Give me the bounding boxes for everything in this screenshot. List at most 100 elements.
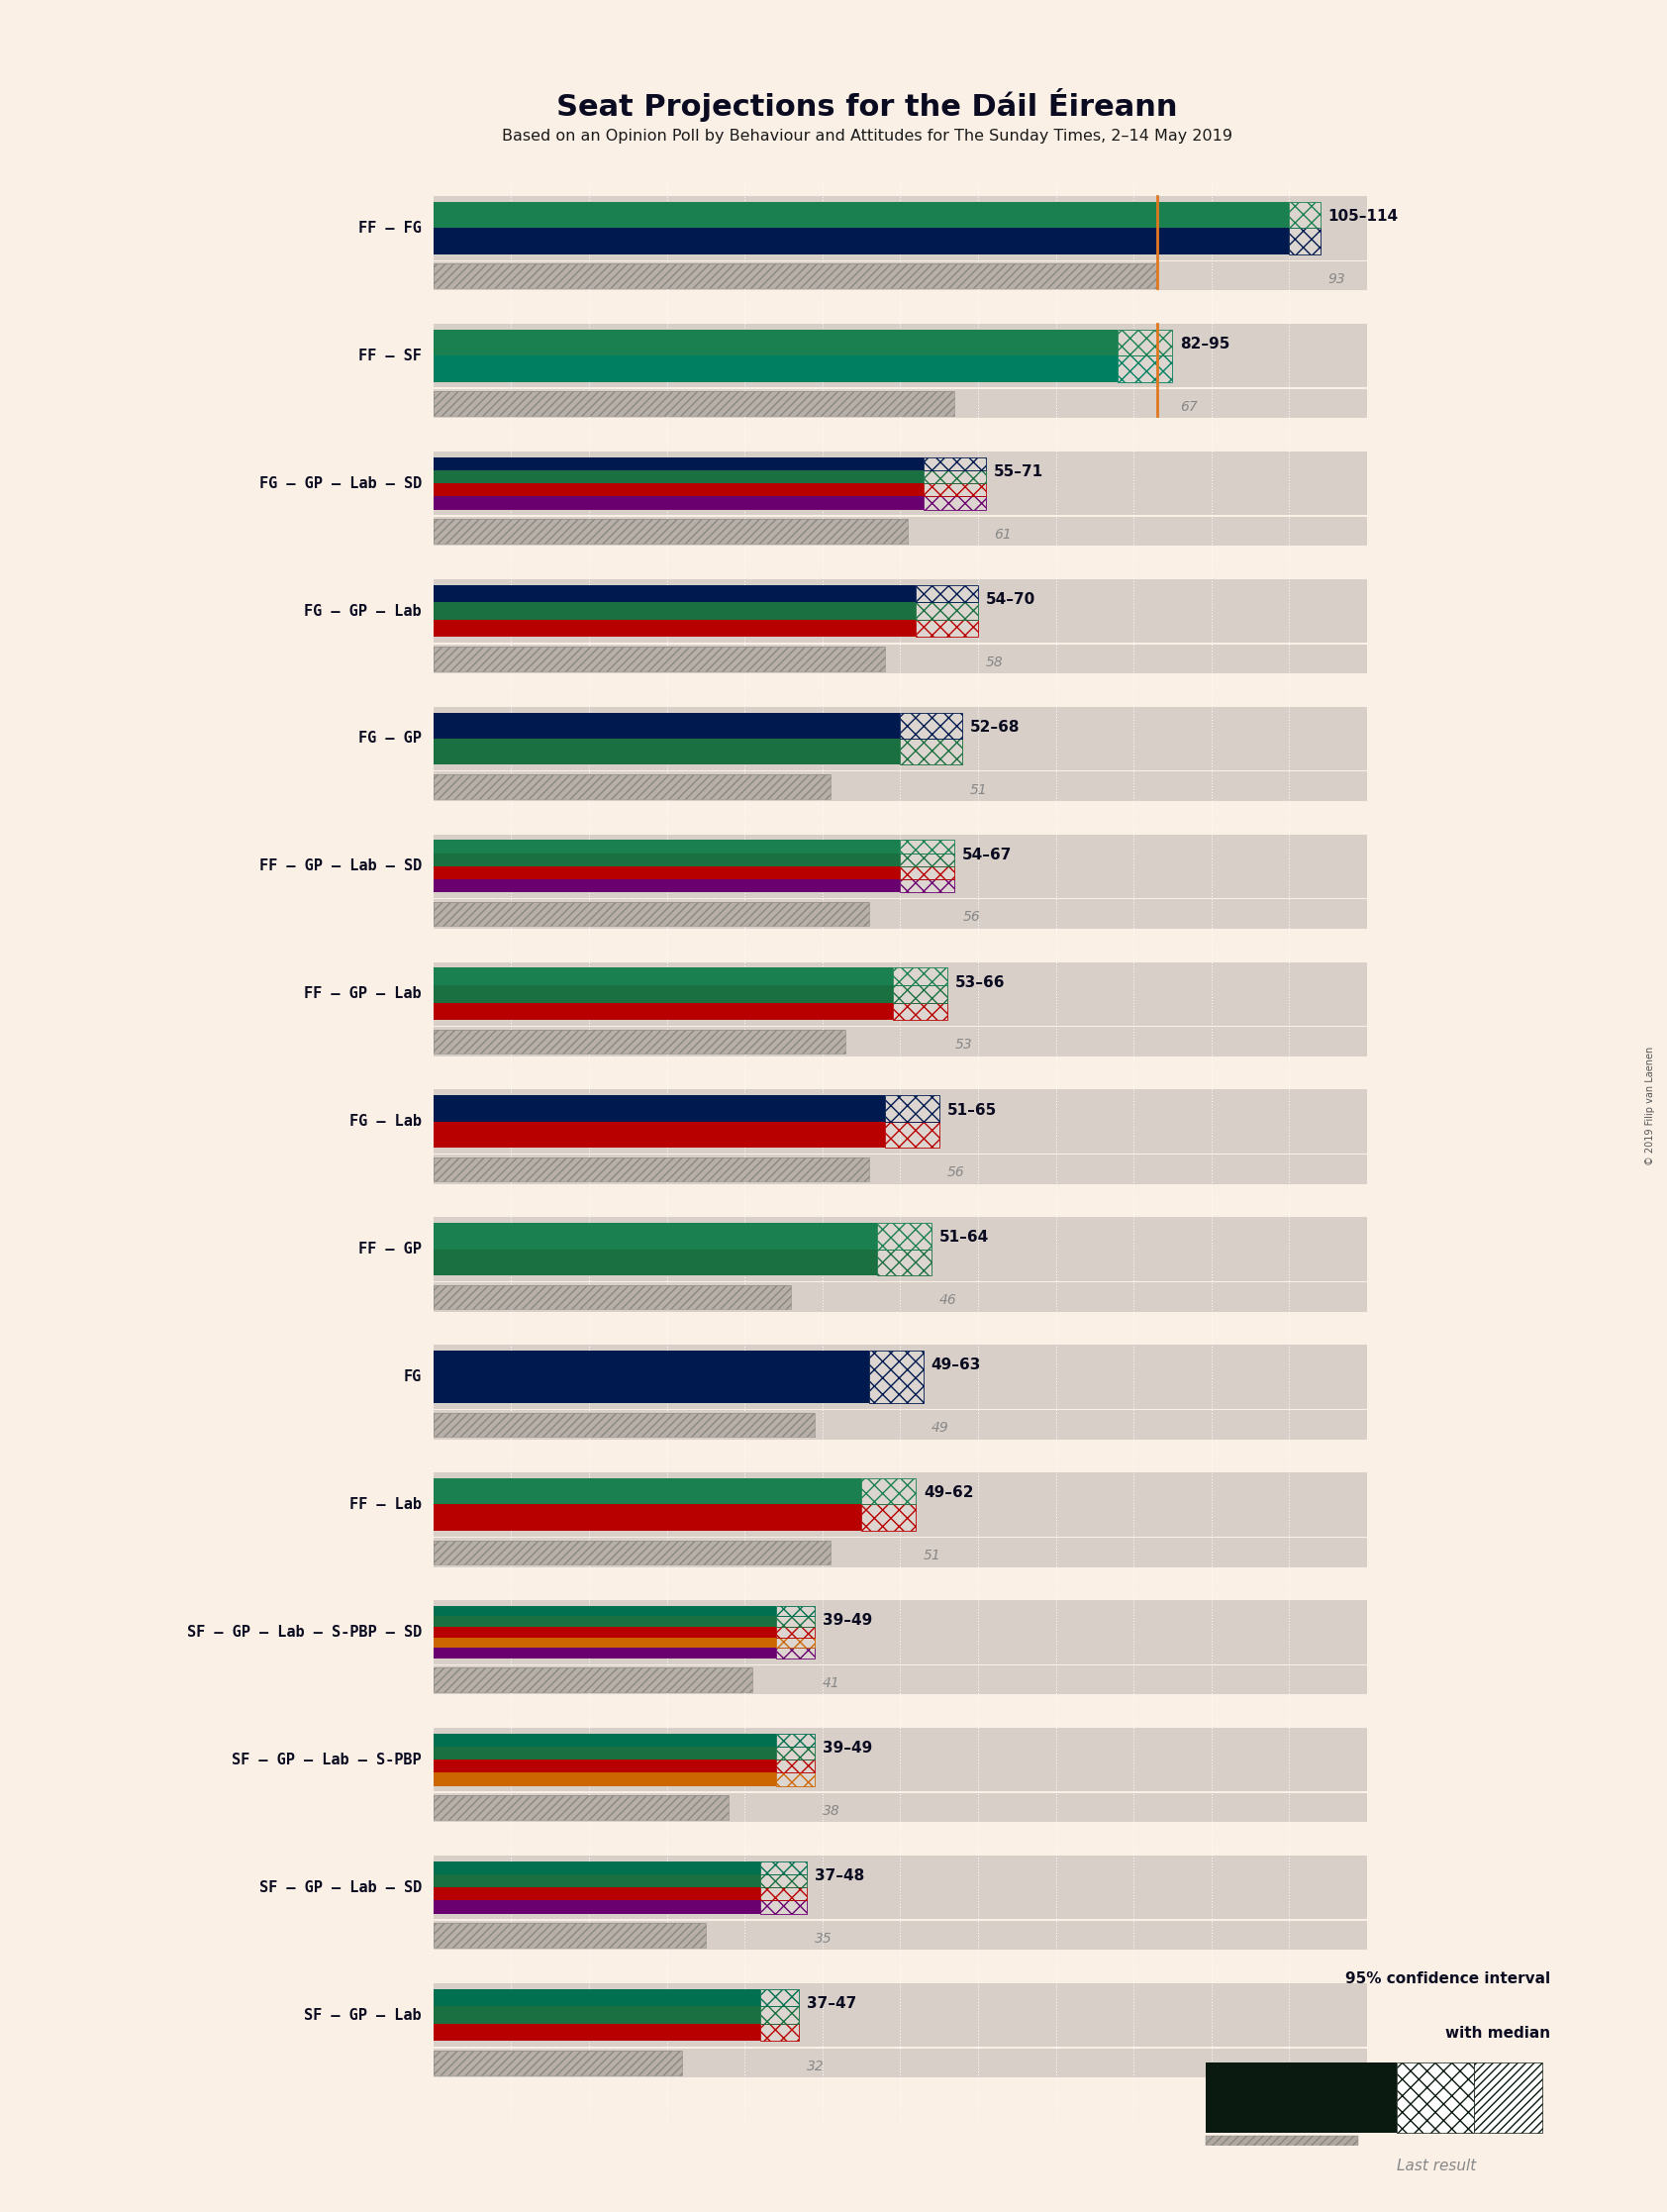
Bar bbox=[433, 1637, 775, 1648]
Bar bbox=[760, 2024, 798, 2042]
Bar bbox=[775, 1637, 815, 1648]
Bar bbox=[433, 646, 885, 670]
Text: 49–62: 49–62 bbox=[924, 1486, 974, 1500]
Text: 52–68: 52–68 bbox=[970, 719, 1020, 734]
Text: 39–49: 39–49 bbox=[822, 1741, 872, 1756]
Bar bbox=[900, 867, 955, 880]
Bar bbox=[433, 1155, 1367, 1183]
Bar bbox=[760, 2006, 798, 2024]
Bar bbox=[433, 2024, 760, 2042]
Bar bbox=[433, 392, 955, 416]
Bar bbox=[433, 984, 892, 1002]
Bar bbox=[433, 1345, 1367, 1409]
Text: 105–114: 105–114 bbox=[1329, 210, 1399, 223]
Bar bbox=[1205, 2062, 1397, 2132]
Bar bbox=[760, 1887, 807, 1900]
Bar bbox=[433, 1728, 1367, 1792]
Bar bbox=[775, 1747, 815, 1761]
Text: 95% confidence interval: 95% confidence interval bbox=[1345, 1971, 1550, 1986]
Bar bbox=[915, 602, 979, 619]
Bar bbox=[433, 967, 892, 984]
Bar bbox=[433, 1540, 830, 1564]
Bar bbox=[433, 1223, 877, 1250]
Text: FF – SF: FF – SF bbox=[358, 347, 422, 363]
Text: FF – Lab: FF – Lab bbox=[350, 1498, 422, 1511]
Bar bbox=[433, 602, 915, 619]
Bar bbox=[433, 520, 909, 544]
Bar bbox=[900, 712, 962, 739]
Bar bbox=[433, 1984, 1367, 2046]
Bar bbox=[915, 619, 979, 637]
Bar bbox=[862, 1478, 915, 1504]
Bar bbox=[433, 867, 900, 880]
Text: FG: FG bbox=[403, 1369, 422, 1385]
Bar bbox=[433, 2051, 682, 2075]
Bar bbox=[775, 1606, 815, 1617]
Text: FF – GP – Lab – SD: FF – GP – Lab – SD bbox=[258, 858, 422, 874]
Text: 38: 38 bbox=[822, 1803, 840, 1818]
Bar bbox=[433, 774, 830, 799]
Bar bbox=[1119, 356, 1172, 383]
Bar bbox=[775, 1761, 815, 1772]
Bar bbox=[433, 712, 900, 739]
Bar bbox=[433, 515, 1367, 546]
Bar bbox=[433, 2051, 682, 2075]
Text: SF – GP – Lab – SD: SF – GP – Lab – SD bbox=[258, 1880, 422, 1896]
Bar bbox=[433, 774, 830, 799]
Bar bbox=[433, 1413, 815, 1438]
Bar bbox=[900, 739, 962, 765]
Bar bbox=[433, 1504, 862, 1531]
Bar bbox=[433, 1409, 1367, 1440]
Bar bbox=[433, 1734, 775, 1747]
Bar bbox=[862, 1478, 915, 1504]
Bar bbox=[433, 841, 900, 854]
Text: Based on an Opinion Poll by Behaviour and Attitudes for The Sunday Times, 2–14 M: Based on an Opinion Poll by Behaviour an… bbox=[502, 128, 1232, 144]
Bar bbox=[433, 1666, 1367, 1694]
Bar bbox=[915, 619, 979, 637]
Bar bbox=[433, 1217, 1367, 1281]
Bar bbox=[1289, 228, 1320, 254]
Text: FG – Lab: FG – Lab bbox=[350, 1115, 422, 1128]
Bar bbox=[900, 880, 955, 891]
Bar bbox=[760, 1900, 807, 1913]
Bar bbox=[433, 1668, 752, 1692]
Bar bbox=[900, 841, 955, 854]
Bar bbox=[775, 1761, 815, 1772]
Text: SF – GP – Lab – S-PBP – SD: SF – GP – Lab – S-PBP – SD bbox=[187, 1624, 422, 1639]
Bar bbox=[433, 1352, 869, 1402]
Bar bbox=[869, 1352, 924, 1402]
Bar bbox=[433, 1095, 885, 1121]
Bar bbox=[433, 1283, 1367, 1312]
Bar bbox=[433, 646, 885, 670]
Bar bbox=[433, 1002, 892, 1020]
Bar bbox=[1289, 201, 1320, 228]
Bar bbox=[775, 1648, 815, 1659]
Bar bbox=[775, 1626, 815, 1637]
Text: 82–95: 82–95 bbox=[1180, 336, 1230, 352]
Text: 54–67: 54–67 bbox=[962, 847, 1012, 863]
Text: 51: 51 bbox=[970, 783, 989, 796]
Text: 53: 53 bbox=[955, 1037, 972, 1053]
Bar bbox=[900, 867, 955, 880]
Bar bbox=[433, 706, 1367, 770]
Bar bbox=[877, 1223, 932, 1250]
Bar bbox=[433, 451, 1367, 515]
Bar bbox=[892, 1002, 947, 1020]
Bar bbox=[433, 1761, 775, 1772]
Bar bbox=[433, 197, 1367, 261]
Bar bbox=[900, 880, 955, 891]
Bar bbox=[1205, 2137, 1359, 2181]
Bar bbox=[433, 323, 1367, 387]
Bar bbox=[433, 1091, 1367, 1152]
Bar bbox=[433, 1285, 792, 1310]
Text: 32: 32 bbox=[807, 2059, 825, 2073]
Bar bbox=[433, 1617, 775, 1626]
Bar bbox=[760, 1860, 807, 1874]
Bar bbox=[924, 458, 985, 471]
Bar bbox=[885, 1095, 939, 1121]
Bar bbox=[433, 580, 1367, 644]
Text: 39–49: 39–49 bbox=[822, 1613, 872, 1628]
Bar bbox=[433, 392, 955, 416]
Text: FG – GP – Lab: FG – GP – Lab bbox=[305, 604, 422, 619]
Text: 35: 35 bbox=[815, 1931, 832, 1944]
